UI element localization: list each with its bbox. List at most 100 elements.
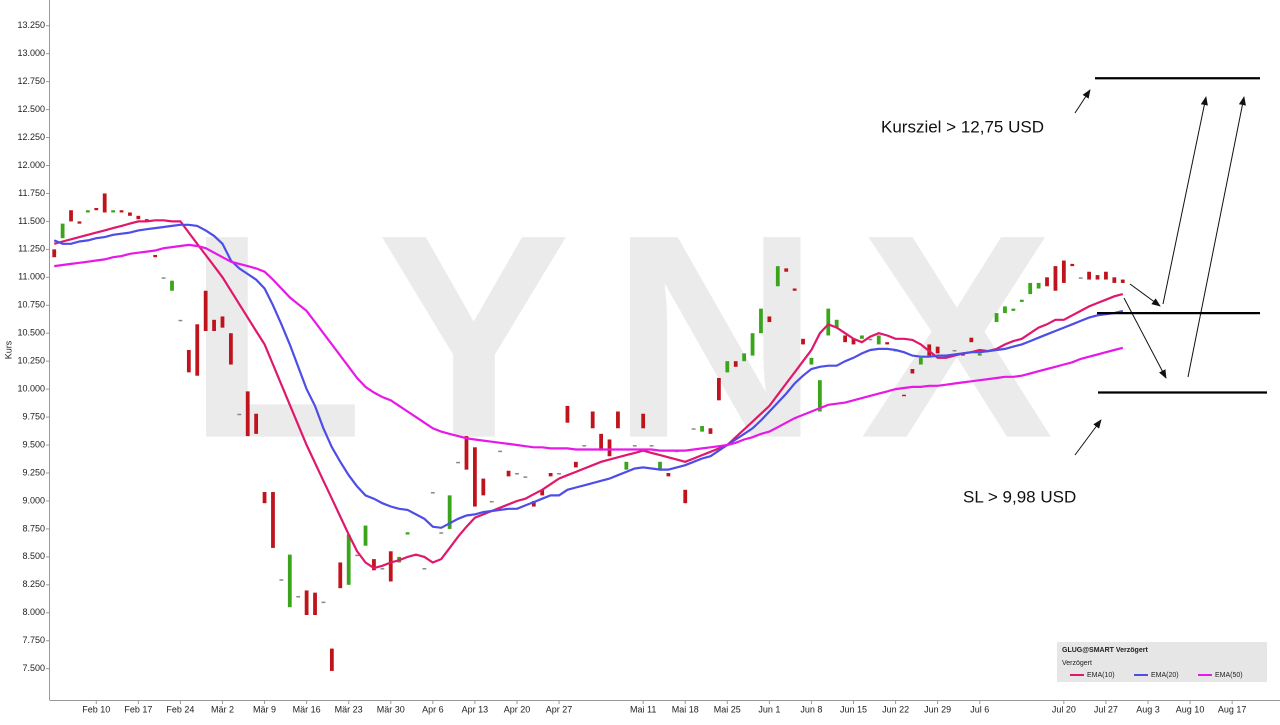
candle xyxy=(582,445,587,447)
candle xyxy=(868,338,873,341)
candle xyxy=(1070,263,1075,267)
candle xyxy=(649,445,654,447)
legend-box xyxy=(1057,642,1267,682)
candle xyxy=(910,369,915,374)
candle xyxy=(473,447,477,507)
legend: GLUG@SMART Verzögert Verzögert EMA(10) EM… xyxy=(1057,642,1267,682)
candle xyxy=(1036,282,1041,289)
y-tick-label: 10.000 xyxy=(17,384,45,394)
candle xyxy=(725,361,730,373)
candle xyxy=(557,473,561,475)
arrow xyxy=(1129,283,1161,307)
candle xyxy=(658,461,662,470)
candle xyxy=(229,333,233,365)
candle xyxy=(456,461,460,464)
x-tick-label: Aug 10 xyxy=(1176,704,1205,714)
candle xyxy=(548,473,553,477)
candle xyxy=(691,428,696,430)
candle xyxy=(632,445,637,447)
candle xyxy=(296,596,301,598)
candle xyxy=(372,559,376,571)
y-tick-label: 10.750 xyxy=(17,300,45,310)
annotation: Kursziel > 12,75 USD xyxy=(881,117,1044,136)
x-tick-label: Mai 25 xyxy=(714,704,741,714)
candle xyxy=(935,346,940,354)
candle xyxy=(220,316,225,328)
legend-label: EMA(10) xyxy=(1087,672,1115,679)
x-tick-label: Aug 3 xyxy=(1136,704,1160,714)
candle xyxy=(380,568,385,570)
candle xyxy=(1104,271,1108,280)
candle xyxy=(405,532,410,535)
candle xyxy=(287,554,292,608)
x-tick-label: Jun 8 xyxy=(800,704,822,714)
candle xyxy=(170,280,174,291)
candle xyxy=(1112,277,1117,283)
candle xyxy=(641,413,646,429)
legend-subtitle: Verzögert xyxy=(1062,660,1092,667)
candle xyxy=(102,193,107,213)
candle xyxy=(624,461,629,470)
candle xyxy=(153,254,158,258)
legend-items: EMA(10) EMA(20) EMA(50) xyxy=(1070,672,1243,679)
candle xyxy=(439,532,444,534)
x-tick-label: Mär 23 xyxy=(335,704,363,714)
candle xyxy=(708,428,713,434)
arrow xyxy=(1123,297,1167,379)
candle xyxy=(918,357,923,365)
candle xyxy=(1095,275,1100,280)
x-tick-label: Mär 9 xyxy=(253,704,276,714)
candle xyxy=(489,500,494,503)
candle xyxy=(363,525,368,546)
candle xyxy=(616,411,620,429)
candle xyxy=(775,266,780,287)
y-tick-label: 13.250 xyxy=(17,20,45,30)
candle xyxy=(817,380,822,412)
y-tick-label: 9.750 xyxy=(22,411,45,421)
y-tick-label: 7.500 xyxy=(22,663,45,673)
candle xyxy=(313,592,317,616)
candle xyxy=(136,215,141,220)
y-tick-label: 12.500 xyxy=(17,104,45,114)
candle xyxy=(784,268,789,272)
candle xyxy=(515,473,519,475)
candle xyxy=(1053,266,1058,291)
plot-area xyxy=(52,193,1125,671)
arrow xyxy=(1074,89,1091,114)
candle xyxy=(977,353,982,356)
candle xyxy=(69,210,73,222)
legend-label: EMA(20) xyxy=(1151,672,1179,679)
y-tick-label: 7.750 xyxy=(22,635,45,645)
legend-label: EMA(50) xyxy=(1215,672,1243,679)
candle xyxy=(860,335,864,339)
arrow xyxy=(1187,96,1246,378)
x-tick-label: Apr 20 xyxy=(504,704,531,714)
candle xyxy=(969,337,974,343)
candle xyxy=(119,210,124,213)
candle xyxy=(52,249,57,258)
candle xyxy=(355,554,359,557)
x-tick-label: Jun 1 xyxy=(758,704,780,714)
candle xyxy=(1061,260,1066,283)
candle xyxy=(1003,306,1007,314)
y-tick-label: 12.750 xyxy=(17,76,45,86)
y-tick-label: 13.000 xyxy=(17,48,45,58)
arrows xyxy=(1074,89,1246,456)
x-tick-label: Jun 22 xyxy=(882,704,909,714)
candle xyxy=(876,335,881,345)
x-tick-label: Mär 16 xyxy=(293,704,321,714)
candle xyxy=(254,413,259,434)
candle xyxy=(111,210,115,213)
candle xyxy=(573,461,578,468)
candle xyxy=(346,534,351,585)
candle xyxy=(60,223,65,239)
y-tick-label: 12.000 xyxy=(17,160,45,170)
candle xyxy=(144,219,149,222)
candle xyxy=(759,308,763,334)
candle xyxy=(447,495,452,529)
candle xyxy=(540,489,545,496)
ema-line xyxy=(54,243,1124,452)
candle xyxy=(195,324,200,376)
